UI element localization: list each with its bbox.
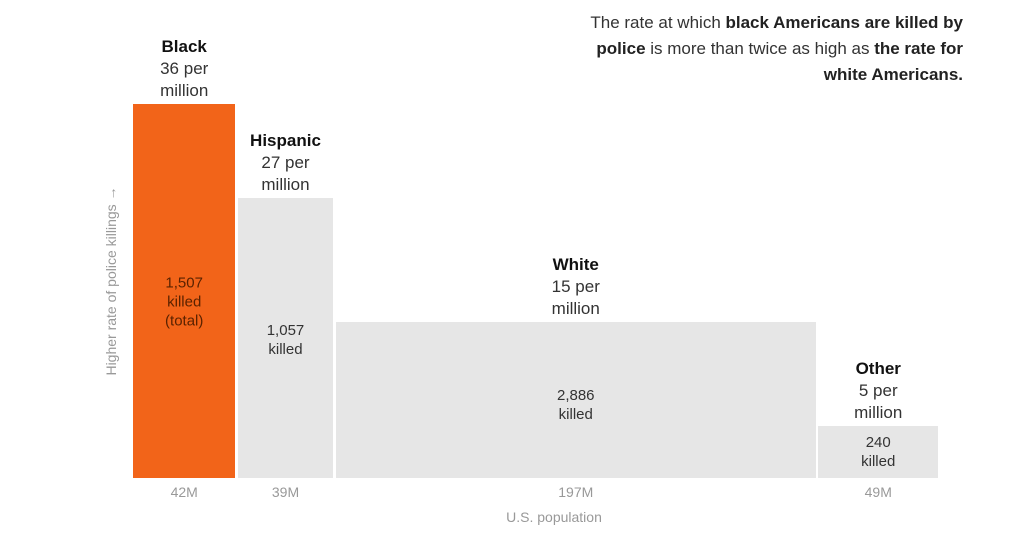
killed-label: 2,886 killed — [557, 386, 595, 424]
rate-label: 15 per — [551, 277, 600, 297]
killed-text: killed — [167, 293, 202, 311]
killed-text: killed — [558, 406, 593, 423]
category-name: Other — [855, 359, 901, 379]
y-axis-label: Higher rate of police killings → — [103, 186, 119, 376]
rate-label: 27 per — [261, 152, 310, 172]
rate-label: million — [261, 174, 310, 194]
annotation-part-bold: the rate for white Americans. — [823, 39, 963, 84]
killed-text: 1,057 — [266, 322, 305, 339]
killed-text: 1,507 — [165, 274, 203, 292]
rate-label: million — [551, 299, 600, 319]
rate-label: 5 per — [858, 381, 898, 401]
killed-text: 2,886 — [556, 387, 595, 404]
killed-text: (total) — [165, 312, 204, 330]
killed-text: 240 — [865, 434, 891, 452]
annotation-part: The rate at which — [590, 13, 726, 32]
population-label: 197M — [558, 484, 594, 500]
killed-label: 1,057 killed — [267, 321, 305, 359]
rate-label: million — [854, 403, 903, 423]
population-label: 42M — [170, 484, 198, 500]
category-name: Hispanic — [250, 130, 321, 150]
chart-annotation: The rate at which black Americans are ki… — [583, 10, 963, 88]
killed-label: 240 killed — [861, 433, 895, 471]
killed-label: 1,507 killed (total) — [165, 274, 203, 331]
annotation-part-bold: black Americans are killed by police — [596, 13, 963, 58]
x-axis-label: U.S. population — [506, 509, 602, 525]
bar-hispanic — [237, 197, 334, 478]
rate-label: million — [160, 81, 209, 100]
category-label: Hispanic 27 per million — [250, 130, 321, 196]
category-name: Black — [161, 37, 207, 56]
population-label: 39M — [271, 484, 300, 500]
category-name: White — [552, 255, 599, 275]
bar-other — [818, 426, 938, 478]
category-label: Black 36 per million — [160, 36, 208, 102]
bar-black — [133, 104, 236, 478]
rate-label: 36 per — [160, 59, 209, 78]
category-label: Other 5 per million — [854, 358, 902, 424]
annotation-part: is more than twice as high as — [645, 39, 875, 58]
killed-text: killed — [861, 453, 896, 471]
category-label: White 15 per million — [552, 254, 600, 320]
bar-white — [335, 322, 816, 478]
killed-text: killed — [268, 341, 303, 358]
population-label: 49M — [864, 484, 892, 500]
